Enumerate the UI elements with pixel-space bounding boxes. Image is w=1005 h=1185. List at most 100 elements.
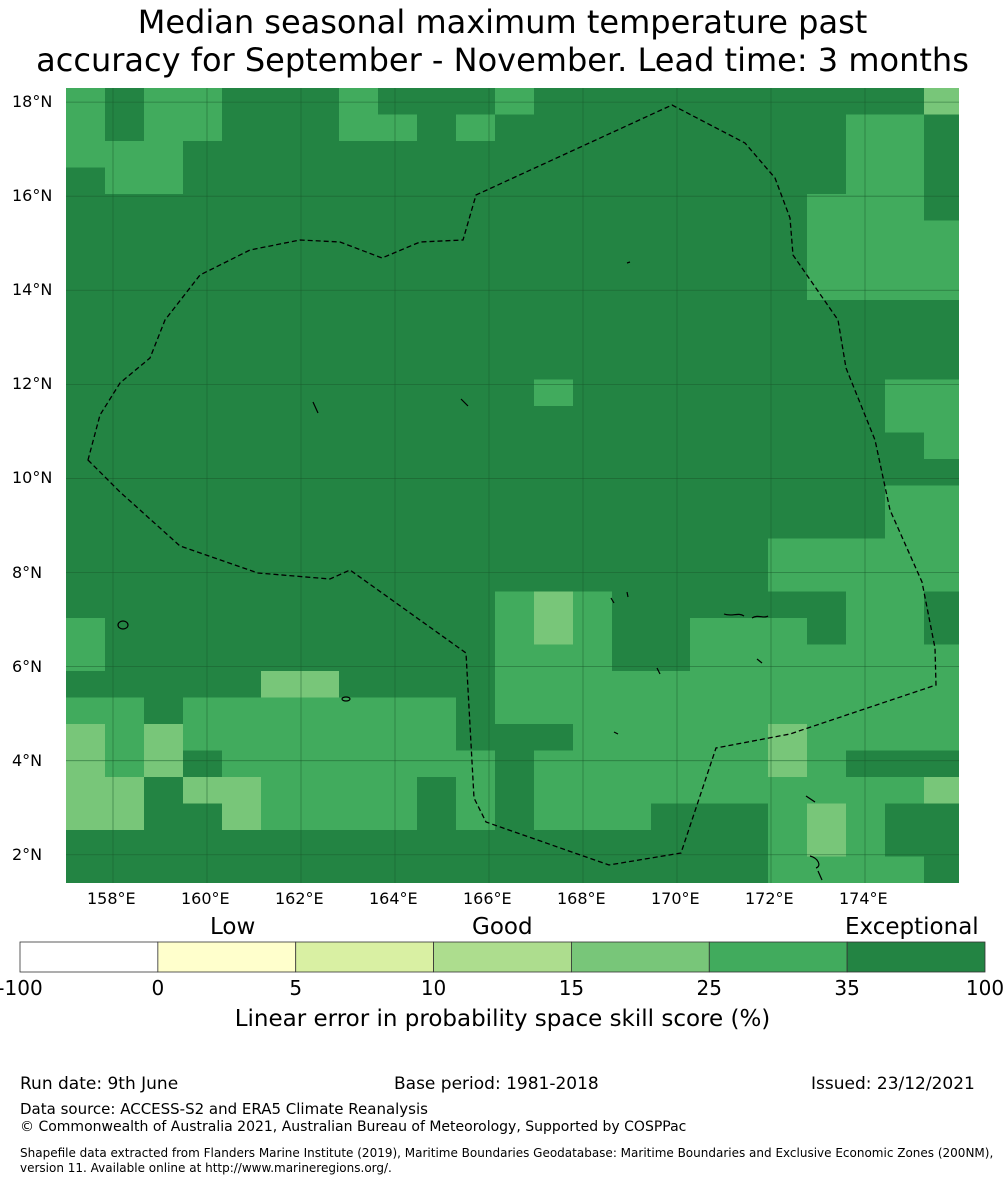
grid-cell — [417, 777, 457, 804]
colorbar-tick-label: 10 — [420, 976, 447, 1000]
grid-cell — [300, 406, 340, 433]
grid-cell — [222, 273, 262, 301]
grid-cell — [807, 194, 847, 221]
grid-cell — [378, 777, 418, 804]
grid-cell — [612, 167, 652, 195]
skill-map — [66, 88, 959, 883]
grid-cell — [651, 432, 691, 460]
grid-cell — [183, 326, 223, 354]
grid-cell — [573, 485, 613, 513]
grid-cell — [729, 300, 769, 327]
lon-label: 164°E — [369, 889, 418, 908]
grid-cell — [495, 565, 535, 592]
grid-cell — [339, 856, 379, 883]
lon-label: 174°E — [839, 889, 888, 908]
grid-cell — [651, 220, 691, 248]
grid-cell — [339, 485, 379, 513]
grid-cell — [768, 88, 808, 115]
grid-cell — [339, 591, 379, 619]
grid-cell — [456, 194, 496, 221]
grid-cell — [105, 194, 145, 221]
lon-label: 172°E — [745, 889, 794, 908]
grid-cell — [183, 300, 223, 327]
grid-cell — [339, 88, 379, 115]
grid-cell — [495, 141, 535, 168]
grid-cell — [612, 644, 652, 672]
grid-cell — [768, 326, 808, 354]
grid-cell — [807, 697, 847, 725]
grid-cell — [651, 273, 691, 301]
grid-cell — [144, 379, 184, 407]
grid-cell — [729, 856, 769, 883]
grid-cell — [846, 247, 886, 274]
grid-cell — [105, 141, 145, 168]
grid-cell — [339, 830, 379, 857]
grid-cell — [66, 750, 106, 778]
grid-cell — [417, 247, 457, 274]
grid-cell — [807, 273, 847, 301]
grid-cell — [495, 432, 535, 460]
grid-cell — [807, 803, 847, 831]
grid-cell — [651, 167, 691, 195]
grid-cell — [924, 697, 959, 725]
grid-cell — [300, 697, 340, 725]
lat-label: 8°N — [12, 562, 43, 582]
grid-cell — [456, 406, 496, 433]
grid-cell — [261, 406, 301, 433]
grid-cell — [222, 618, 262, 645]
data-source: Data source: ACCESS-S2 and ERA5 Climate … — [20, 1100, 428, 1118]
grid-cell — [456, 459, 496, 486]
grid-cell — [729, 618, 769, 645]
grid-cell — [417, 671, 457, 698]
grid-cell — [651, 326, 691, 354]
grid-cell — [573, 326, 613, 354]
lat-label: 10°N — [12, 468, 53, 488]
grid-cell — [261, 273, 301, 301]
grid-cell — [183, 114, 223, 142]
grid-cell — [729, 724, 769, 751]
grid-cell — [534, 777, 574, 804]
grid-cell — [105, 803, 145, 831]
grid-cell — [495, 300, 535, 327]
grid-cell — [339, 565, 379, 592]
grid-cell — [768, 830, 808, 857]
grid-cell — [417, 194, 457, 221]
grid-cell — [924, 750, 959, 778]
grid-cell — [924, 247, 959, 274]
grid-cell — [651, 591, 691, 619]
grid-cell — [105, 697, 145, 725]
grid-cell — [768, 141, 808, 168]
grid-cell — [846, 830, 886, 857]
grid-cell — [651, 538, 691, 566]
grid-cell — [456, 273, 496, 301]
grid-cell — [339, 512, 379, 539]
grid-cell — [495, 777, 535, 804]
grid-cell — [807, 512, 847, 539]
grid-cell — [846, 538, 886, 566]
grid-cell — [66, 326, 106, 354]
run-date: Run date: 9th June — [20, 1074, 179, 1094]
lat-label: 6°N — [12, 656, 43, 676]
grid-cell — [378, 644, 418, 672]
grid-cell — [105, 538, 145, 566]
grid-cell — [768, 803, 808, 831]
grid-cell — [612, 326, 652, 354]
grid-cell — [339, 644, 379, 672]
colorbar-tick-label: 25 — [696, 976, 723, 1000]
grid-cell — [144, 750, 184, 778]
grid-cell — [183, 538, 223, 566]
grid-cell — [183, 724, 223, 751]
grid-cell — [66, 618, 106, 645]
grid-cell — [573, 247, 613, 274]
grid-cell — [378, 618, 418, 645]
grid-cell — [651, 565, 691, 592]
grid-cell — [924, 538, 959, 566]
grid-cell — [261, 618, 301, 645]
grid-cell — [651, 379, 691, 407]
grid-cell — [534, 565, 574, 592]
grid-cell — [339, 803, 379, 831]
grid-cell — [885, 459, 925, 486]
grid-cell — [105, 618, 145, 645]
grid-cell — [261, 856, 301, 883]
grid-cell — [222, 326, 262, 354]
